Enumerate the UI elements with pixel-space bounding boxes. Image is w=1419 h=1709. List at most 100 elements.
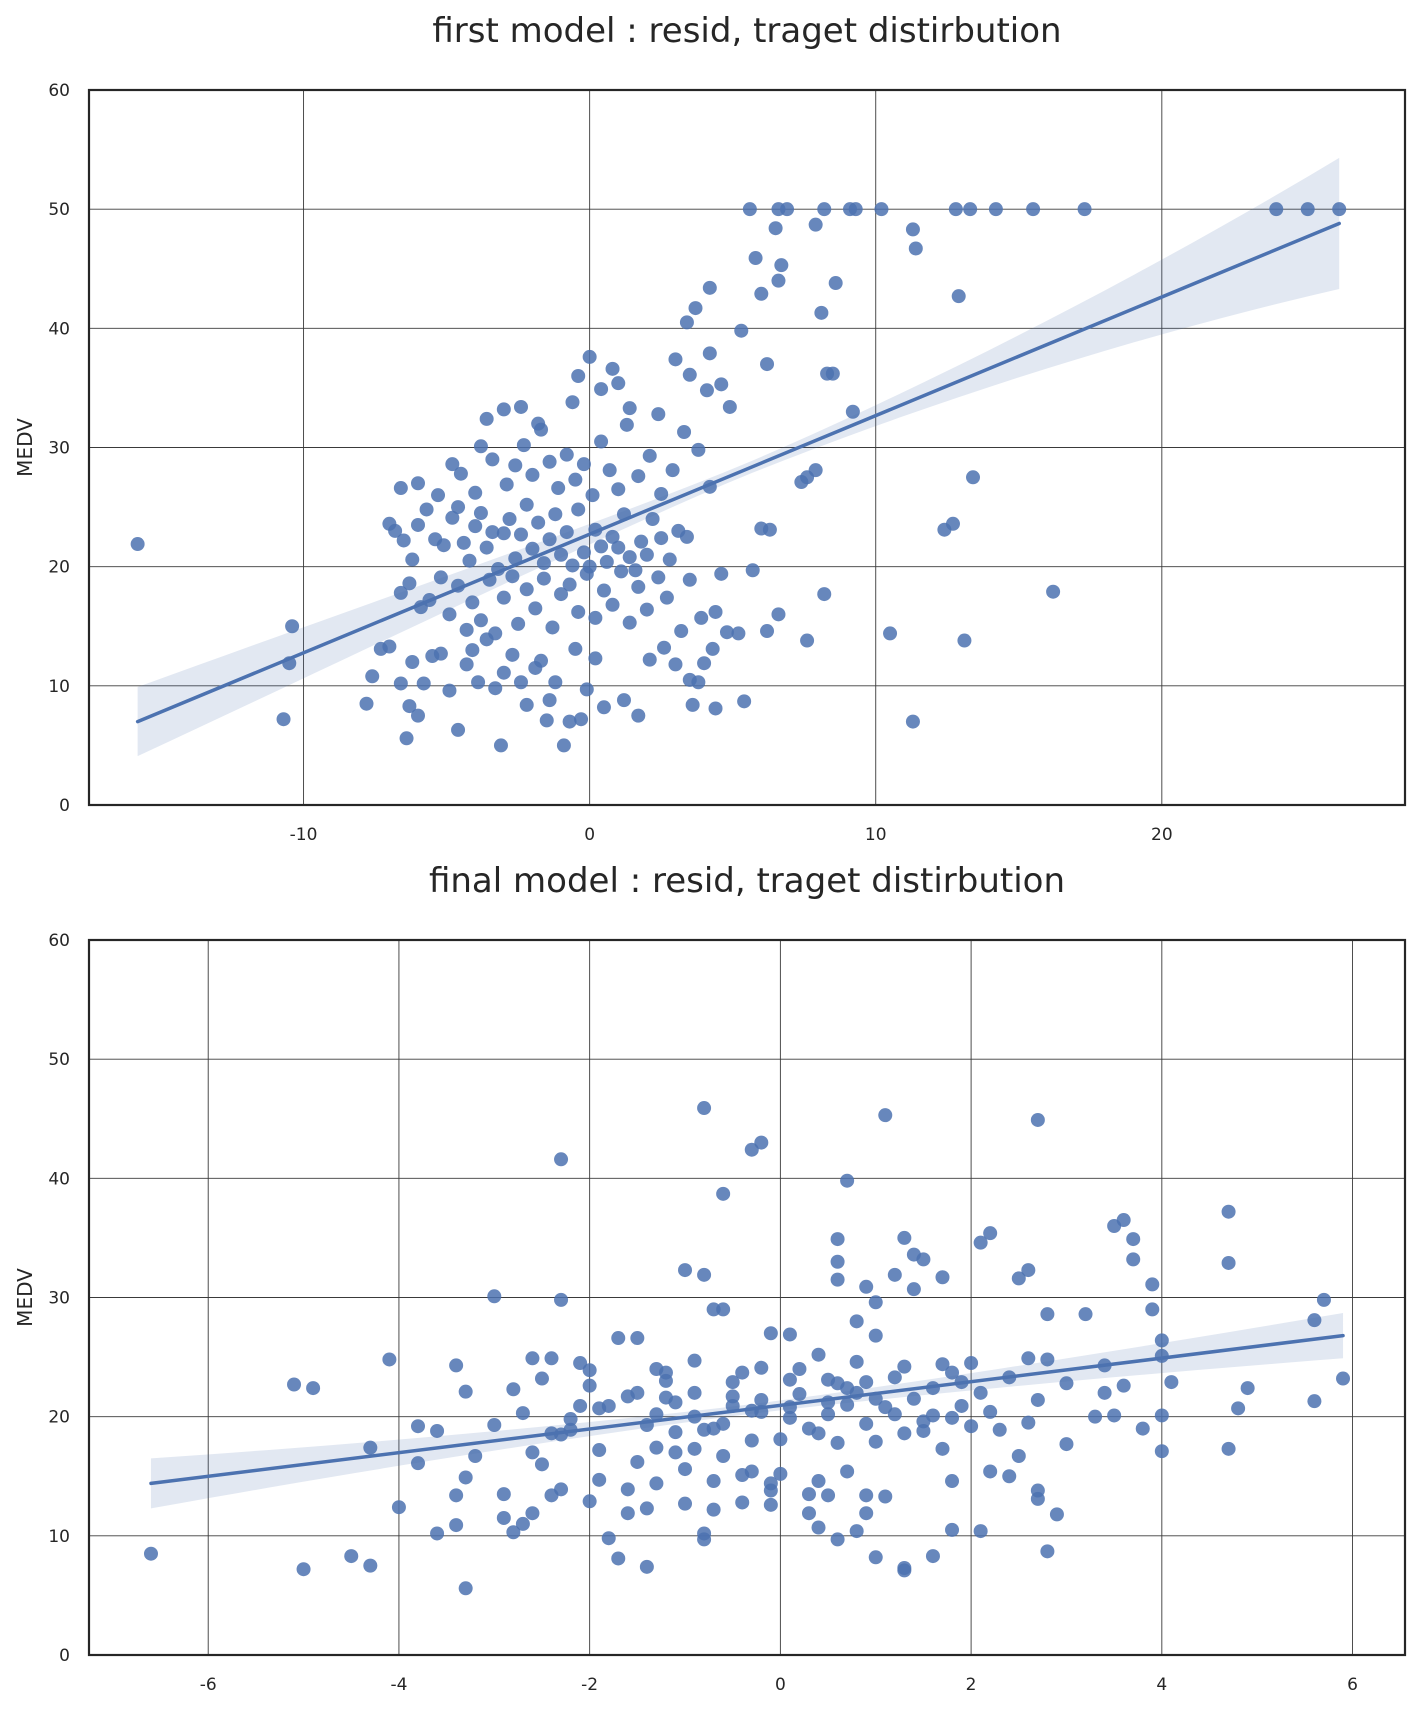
data-point (516, 438, 531, 453)
data-point (519, 697, 534, 712)
data-point (554, 587, 569, 602)
data-point (754, 1392, 769, 1407)
data-point (411, 708, 425, 723)
data-point (878, 1489, 893, 1504)
data-point (571, 604, 586, 619)
data-point (702, 280, 717, 295)
confidence-band (137, 157, 1340, 757)
data-point (706, 1502, 721, 1517)
data-point (1030, 1483, 1045, 1498)
data-point (402, 699, 417, 714)
data-point (973, 1385, 988, 1400)
data-point (596, 583, 611, 598)
data-point (639, 547, 654, 562)
data-point (694, 610, 709, 625)
data-point (935, 1441, 950, 1456)
data-point (468, 519, 483, 534)
data-point (678, 1462, 693, 1477)
x-tick-label: 10 (865, 825, 887, 845)
data-point (568, 641, 583, 656)
data-point (897, 1359, 912, 1374)
data-point (1135, 1421, 1150, 1436)
data-point (531, 416, 546, 431)
data-point (1049, 1507, 1064, 1522)
data-point (602, 463, 617, 478)
data-point (859, 1375, 874, 1390)
y-tick-labels: 0 10 20 30 40 50 60 (48, 81, 70, 816)
data-point (687, 1385, 702, 1400)
data-point (734, 323, 749, 338)
data-point (458, 1470, 473, 1485)
data-point (411, 476, 425, 491)
data-point (582, 1494, 597, 1509)
data-point (840, 1381, 855, 1396)
data-point (594, 434, 609, 449)
x-tick-label: 20 (1151, 825, 1173, 845)
data-point (849, 1314, 864, 1329)
data-point (453, 466, 468, 481)
x-tick-label: -4 (390, 1675, 407, 1695)
data-point (451, 500, 466, 515)
x-tick-label: -10 (290, 825, 318, 845)
data-point (631, 708, 646, 723)
data-point (649, 1407, 664, 1422)
data-point (737, 694, 752, 709)
data-point (459, 657, 474, 672)
data-point (774, 258, 789, 273)
y-tick-label: 0 (59, 1646, 70, 1666)
data-point (631, 469, 646, 484)
data-point (488, 626, 503, 641)
data-point (611, 482, 626, 497)
data-point (365, 669, 380, 684)
data-point (908, 241, 923, 256)
data-point (697, 656, 712, 671)
data-point (630, 1454, 645, 1469)
data-point (568, 472, 583, 487)
data-point (496, 1487, 511, 1502)
data-point (601, 1531, 616, 1546)
data-point (906, 1391, 921, 1406)
y-tick-label: 0 (59, 796, 70, 816)
data-point (544, 1351, 559, 1366)
data-point (449, 1358, 464, 1373)
data-point (1240, 1381, 1255, 1396)
data-point (405, 552, 420, 567)
data-point (411, 1419, 425, 1434)
data-point (565, 395, 580, 410)
data-point (634, 534, 649, 549)
data-point (1316, 1292, 1331, 1307)
data-point (431, 488, 446, 503)
data-point (525, 1506, 540, 1521)
data-point (628, 563, 643, 578)
data-point (649, 1440, 664, 1455)
data-point (954, 1398, 969, 1413)
data-point (442, 683, 457, 698)
data-point (525, 1351, 540, 1366)
data-point (825, 366, 840, 381)
data-point (945, 1474, 960, 1489)
data-point (651, 407, 666, 422)
data-point (1336, 1371, 1351, 1386)
data-point (465, 595, 480, 610)
data-point (722, 399, 737, 414)
data-point (1040, 1352, 1055, 1367)
data-point (883, 626, 898, 641)
data-point (964, 1419, 979, 1434)
data-point (1011, 1448, 1026, 1463)
data-point (771, 607, 786, 622)
data-point (143, 1546, 158, 1561)
y-tick-label: 10 (48, 677, 70, 697)
data-point (1021, 1351, 1036, 1366)
data-point (1088, 1409, 1103, 1424)
data-point (563, 1412, 578, 1427)
data-point (592, 1443, 607, 1458)
data-point (792, 1387, 807, 1402)
data-point (830, 1435, 845, 1450)
data-point (830, 1254, 845, 1269)
data-point (897, 1426, 912, 1441)
data-point (725, 1375, 740, 1390)
data-point (702, 346, 717, 361)
data-point (620, 1482, 635, 1497)
data-point (588, 610, 603, 625)
data-point (760, 624, 775, 639)
